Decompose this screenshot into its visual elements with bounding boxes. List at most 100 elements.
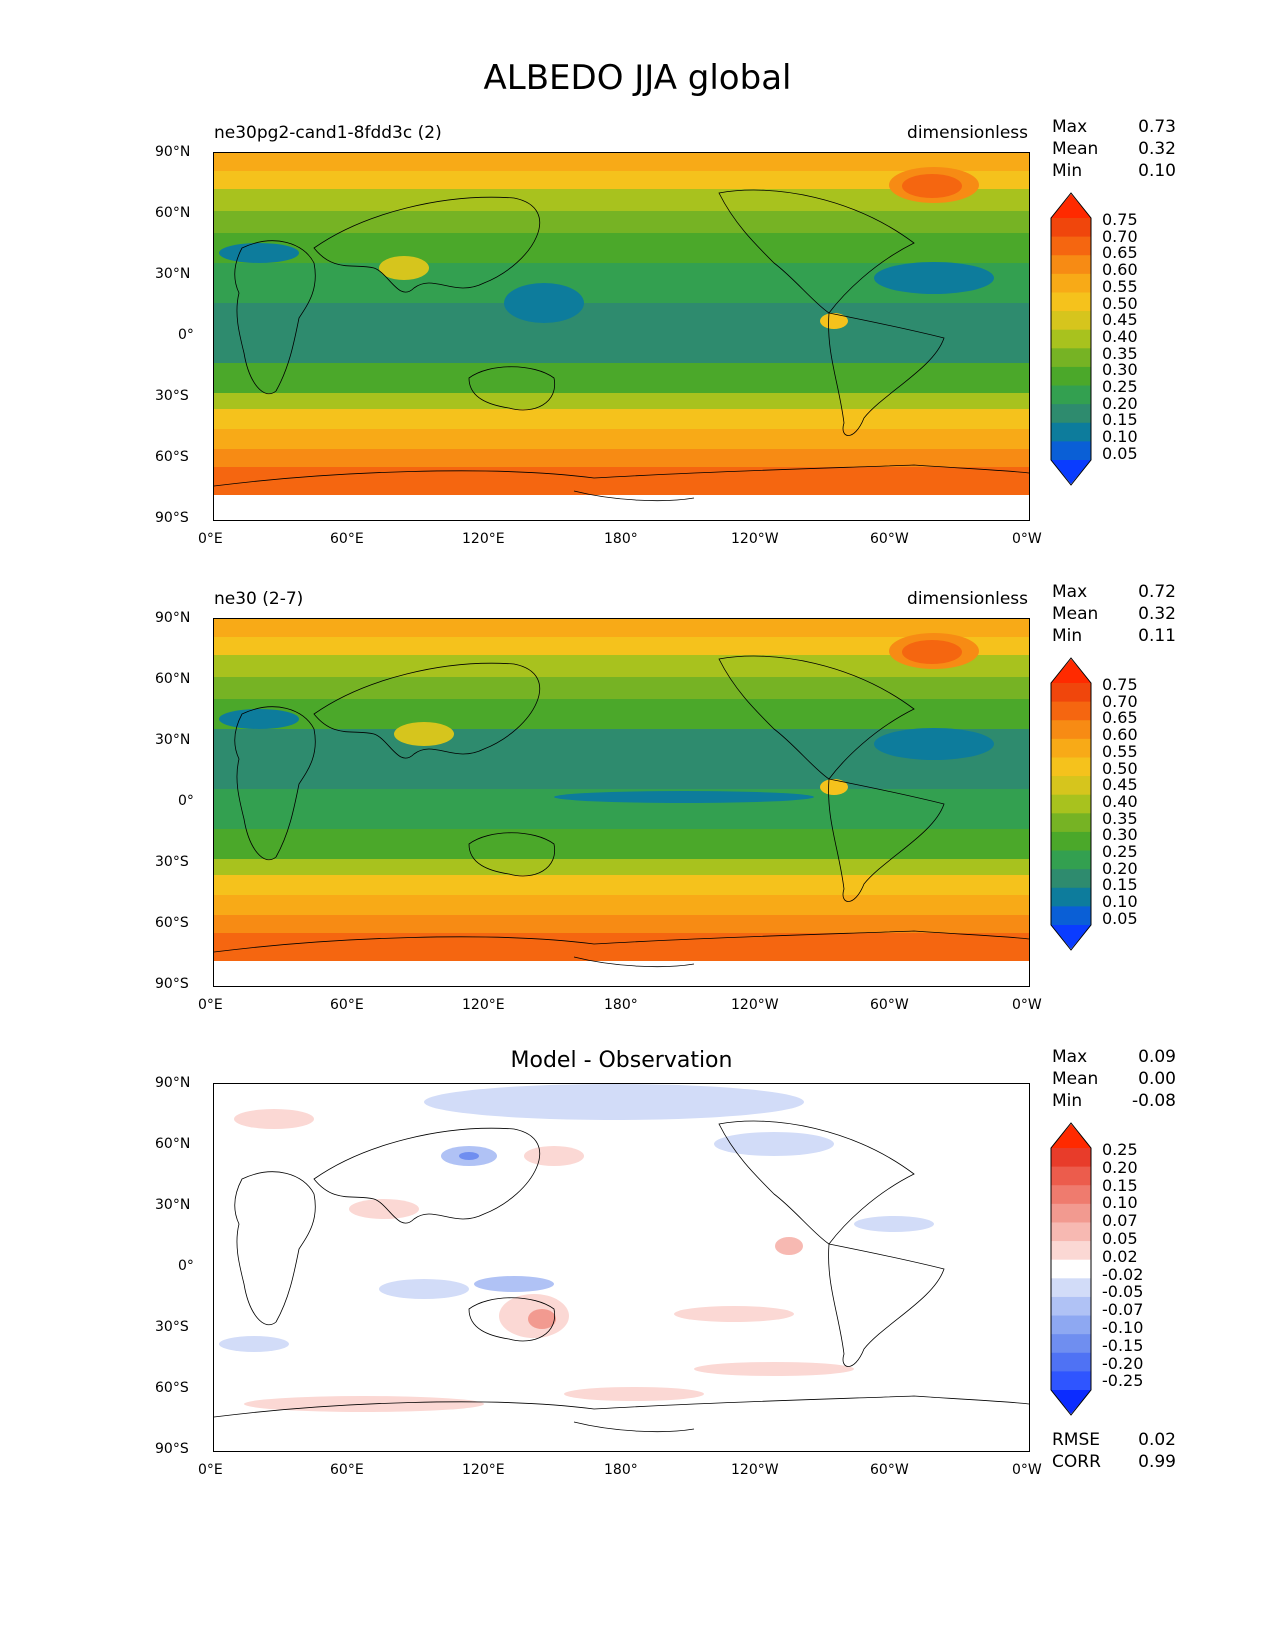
colorbar-tick-label: 0.02	[1102, 1246, 1138, 1266]
colorbar-band	[1051, 757, 1091, 777]
colorbar-extend-top	[1051, 1124, 1091, 1148]
colorbar-tick-label: 0.20	[1102, 1157, 1138, 1177]
colorbar-tick-label: 0.15	[1102, 1175, 1138, 1195]
colorbar-tick-label: 0.05	[1102, 908, 1138, 928]
panel-3-title: Model - Observation	[510, 1048, 733, 1073]
panel-3-max-label: Max	[1052, 1047, 1088, 1067]
colorbar-outline	[1050, 192, 1092, 486]
colorbar-tick-label: 0.65	[1102, 243, 1138, 263]
colorbar-band	[1051, 869, 1091, 889]
colorbar-tick-label: 0.20	[1102, 393, 1138, 413]
colorbar-band	[1051, 441, 1091, 461]
colorbar-band	[1051, 1371, 1091, 1391]
colorbar-extend-top	[1051, 659, 1091, 683]
panel-2-label: ne30 (2-7)	[214, 589, 304, 609]
colorbar-tick-label: 0.35	[1102, 343, 1138, 363]
colorbar-tick-label: 0.10	[1102, 427, 1138, 447]
colorbar-tick-label: 0.20	[1102, 858, 1138, 878]
p3-lat-tick: 0°	[178, 1258, 194, 1274]
p1-lat-tick: 30°S	[155, 388, 189, 404]
p1-lon-tick: 0°E	[198, 531, 223, 547]
colorbar-tick-label: 0.25	[1102, 842, 1138, 861]
colorbar-tick-label: 0.15	[1102, 875, 1138, 895]
p2-lon-tick: 120°W	[731, 997, 779, 1013]
p2-lon-tick: 0°E	[198, 997, 223, 1013]
p3-lat-tick: 60°N	[155, 1136, 191, 1152]
p3-lat-tick: 90°N	[155, 1075, 191, 1091]
p3-lon-tick: 120°E	[462, 1462, 505, 1478]
colorbar-band	[1051, 255, 1091, 275]
colorbar-tick-label: -0.20	[1102, 1353, 1144, 1373]
p3-lon-tick: 120°W	[731, 1462, 779, 1478]
colorbar-tick-label: 0.75	[1102, 210, 1138, 229]
p1-lat-tick: 30°N	[155, 266, 191, 282]
colorbar-tick-label: 0.50	[1102, 293, 1138, 313]
colorbar-band	[1051, 1222, 1091, 1242]
colorbar-tick-label: 0.30	[1102, 360, 1138, 380]
panel-1-mean-label: Mean	[1052, 139, 1099, 159]
colorbar-tick-label: 0.55	[1102, 741, 1138, 761]
p3-lon-tick: 0°W	[1012, 1462, 1042, 1478]
p2-lon-tick: 180°	[604, 997, 638, 1013]
corr-value: 0.99	[1138, 1452, 1176, 1472]
panel-2-units: dimensionless	[907, 589, 1028, 609]
colorbar-outline	[1050, 1122, 1092, 1416]
colorbar-tick-label: 0.45	[1102, 310, 1138, 330]
colorbar-band	[1051, 683, 1091, 703]
colorbar-tick-label: 0.25	[1102, 377, 1138, 396]
colorbar-extend-bottom	[1051, 925, 1091, 949]
p3-lat-tick: 30°S	[155, 1319, 189, 1335]
p1-lon-tick: 60°E	[330, 531, 364, 547]
panel-2-min-value: 0.11	[1138, 626, 1176, 646]
p1-lat-tick: 60°N	[155, 205, 191, 221]
rmse-value: 0.02	[1138, 1430, 1176, 1450]
panel-2-mean-label: Mean	[1052, 604, 1099, 624]
colorbar-band	[1051, 701, 1091, 721]
colorbar-band	[1051, 404, 1091, 424]
p1-lon-tick: 60°W	[870, 531, 909, 547]
colorbar-outline	[1050, 657, 1092, 951]
panel-1-max-value: 0.73	[1138, 117, 1176, 137]
colorbar-2	[1048, 657, 1094, 951]
p2-lat-tick: 60°N	[155, 671, 191, 687]
colorbar-tick-label: -0.25	[1102, 1371, 1144, 1391]
colorbar-band	[1051, 1185, 1091, 1205]
p2-lon-tick: 60°W	[870, 997, 909, 1013]
colorbar-tick-label: 0.60	[1102, 260, 1138, 280]
colorbar-band	[1051, 1278, 1091, 1298]
colorbar-band	[1051, 1334, 1091, 1354]
p1-lat-tick: 90°S	[155, 510, 189, 526]
p2-lat-tick: 30°N	[155, 732, 191, 748]
colorbar-band	[1051, 1259, 1091, 1279]
colorbar-tick-label: 0.45	[1102, 775, 1138, 795]
colorbar-1-svg	[1050, 192, 1092, 486]
colorbar-band	[1051, 329, 1091, 349]
colorbar-tick-label: 0.05	[1102, 1229, 1138, 1248]
colorbar-band	[1051, 385, 1091, 405]
colorbar-tick-label: 0.35	[1102, 808, 1138, 828]
colorbar-band	[1051, 1203, 1091, 1223]
p3-lon-tick: 180°	[604, 1462, 638, 1478]
colorbar-3	[1048, 1122, 1094, 1416]
colorbar-extend-bottom	[1051, 1390, 1091, 1414]
p2-lon-tick: 120°E	[462, 997, 505, 1013]
panel-1-min-value: 0.10	[1138, 161, 1176, 181]
colorbar-band	[1051, 1315, 1091, 1335]
colorbar-band	[1051, 813, 1091, 833]
colorbar-tick-label: 0.10	[1102, 1193, 1138, 1213]
panel-2-max-value: 0.72	[1138, 582, 1176, 602]
panel-3-max-value: 0.09	[1138, 1047, 1176, 1067]
colorbar-tick-label: 0.40	[1102, 326, 1138, 346]
colorbar-band	[1051, 422, 1091, 442]
colorbar-tick-label: 0.65	[1102, 708, 1138, 728]
colorbar-tick-label: 0.05	[1102, 443, 1138, 463]
colorbar-tick-label: -0.02	[1102, 1264, 1144, 1284]
panel-2-mean-value: 0.32	[1138, 604, 1176, 624]
colorbar-band	[1051, 794, 1091, 814]
panel-3-mean-label: Mean	[1052, 1069, 1099, 1089]
panel-1-max-label: Max	[1052, 117, 1088, 137]
map-panel-3	[213, 1083, 1030, 1452]
p2-lon-tick: 0°W	[1012, 997, 1042, 1013]
colorbar-band	[1051, 1296, 1091, 1317]
colorbar-extend-bottom	[1051, 460, 1091, 484]
